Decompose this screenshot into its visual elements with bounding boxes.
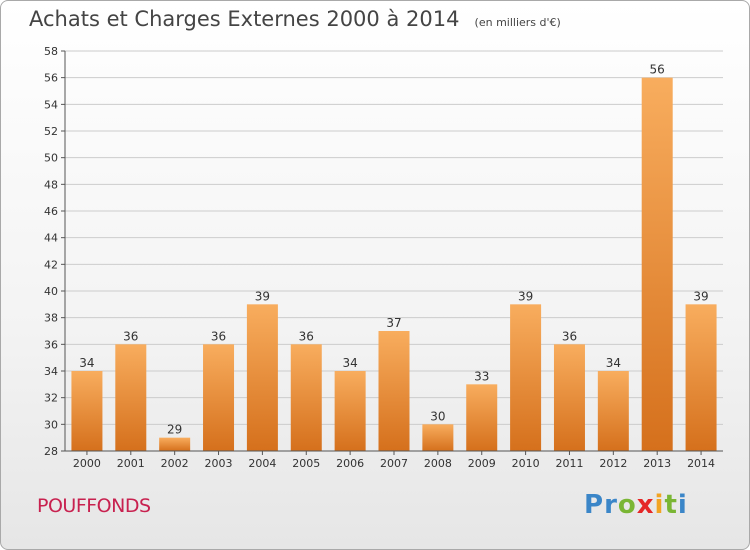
data-label: 29 <box>167 423 182 437</box>
x-tick-label: 2000 <box>73 457 101 470</box>
x-tick-label: 2006 <box>336 457 364 470</box>
logo-letter: i <box>654 490 665 520</box>
x-tick-label: 2013 <box>643 457 671 470</box>
bar <box>378 331 410 451</box>
bar <box>510 304 542 451</box>
bar <box>641 77 673 452</box>
data-label: 36 <box>123 329 138 343</box>
x-tick-label: 2004 <box>248 457 276 470</box>
y-tick-label: 34 <box>44 365 58 378</box>
y-tick-label: 28 <box>44 445 58 458</box>
bar <box>203 344 235 451</box>
x-tick-label: 2002 <box>161 457 189 470</box>
bar <box>466 384 498 451</box>
bar <box>685 304 717 451</box>
logo-letter: t <box>664 490 678 520</box>
bar <box>115 344 147 451</box>
bar <box>290 344 322 451</box>
y-tick-label: 56 <box>44 72 58 85</box>
y-tick-label: 54 <box>44 98 58 111</box>
x-tick-label: 2001 <box>117 457 145 470</box>
data-label: 34 <box>342 356 357 370</box>
y-tick-label: 32 <box>44 392 58 405</box>
data-label: 34 <box>606 356 621 370</box>
bar <box>71 371 103 451</box>
data-label: 39 <box>518 289 533 303</box>
data-label: 36 <box>211 329 226 343</box>
x-tick-label: 2014 <box>687 457 715 470</box>
y-axis-ticks: 28 30 32 34 36 38 40 42 44 46 48 50 52 54 56 58 <box>44 45 65 458</box>
bar <box>422 424 454 451</box>
x-axis-ticks: 2000 2001 2002 2003 2004 2005 2006 2007 2008 2009… <box>73 451 715 470</box>
y-tick-label: 30 <box>44 418 58 431</box>
data-label: 37 <box>386 316 401 330</box>
data-label: 56 <box>650 63 665 77</box>
x-tick-label: 2012 <box>599 457 627 470</box>
y-tick-label: 44 <box>44 232 58 245</box>
data-label: 36 <box>562 329 577 343</box>
data-label: 36 <box>299 329 314 343</box>
bar <box>553 344 585 451</box>
bars: 34 36 29 36 39 36 34 37 30 33 39 36 34 56 39 <box>71 63 717 452</box>
x-tick-label: 2005 <box>292 457 320 470</box>
x-tick-label: 2003 <box>205 457 233 470</box>
y-tick-label: 40 <box>44 285 58 298</box>
logo-letter: x <box>636 490 655 520</box>
y-tick-label: 38 <box>44 312 58 325</box>
logo-letter: r <box>604 490 618 520</box>
bar <box>159 437 191 451</box>
title-row: Achats et Charges Externes 2000 à 2014 (… <box>29 7 561 31</box>
chart-subtitle: (en milliers d'€) <box>474 16 561 29</box>
bar <box>246 304 278 451</box>
data-label: 34 <box>79 356 94 370</box>
logo-letter: i <box>677 490 688 520</box>
data-label: 39 <box>693 289 708 303</box>
commune-name: POUFFONDS <box>37 495 151 517</box>
x-tick-label: 2008 <box>424 457 452 470</box>
data-label: 39 <box>255 289 270 303</box>
y-tick-label: 48 <box>44 178 58 191</box>
bar <box>334 371 366 451</box>
y-tick-label: 52 <box>44 125 58 138</box>
y-tick-label: 50 <box>44 152 58 165</box>
logo-letter: o <box>617 490 637 520</box>
bar <box>597 371 629 451</box>
x-tick-label: 2011 <box>555 457 583 470</box>
x-tick-label: 2009 <box>468 457 496 470</box>
y-tick-label: 36 <box>44 338 58 351</box>
x-tick-label: 2007 <box>380 457 408 470</box>
data-label: 30 <box>430 409 445 423</box>
logo-letter: P <box>584 490 605 520</box>
y-tick-label: 58 <box>44 45 58 58</box>
y-tick-label: 42 <box>44 258 58 271</box>
proxiti-logo[interactable]: Proxiti <box>584 490 688 520</box>
x-tick-label: 2010 <box>512 457 540 470</box>
y-tick-label: 46 <box>44 205 58 218</box>
chart-title: Achats et Charges Externes 2000 à 2014 <box>29 7 460 31</box>
data-label: 33 <box>474 369 489 383</box>
